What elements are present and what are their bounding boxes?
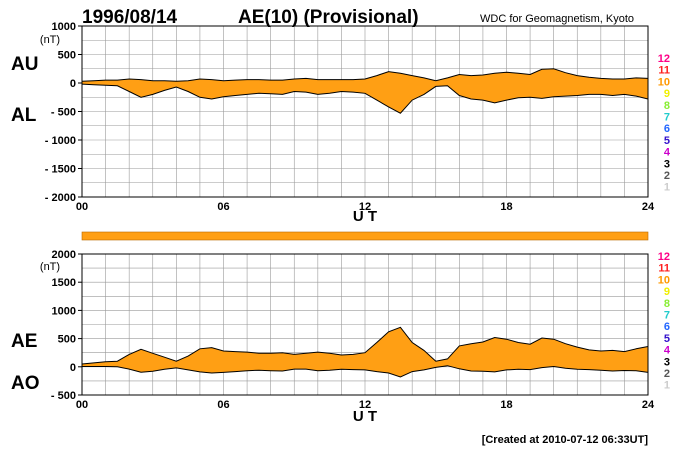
x-tick-label: 24 — [642, 201, 655, 213]
station-number-label: 4 — [664, 147, 671, 159]
station-number-label: 7 — [664, 112, 670, 124]
series-line-ao — [82, 365, 649, 378]
x-tick-label: 18 — [500, 399, 512, 411]
envelope-fill — [82, 68, 648, 114]
ae-ao-x-ticks: 00 06 12 18 24 — [76, 399, 655, 411]
au-al-grid — [82, 26, 648, 197]
au-al-x-ticks: 00 06 12 18 24 — [76, 201, 655, 213]
y-tick-label: 0 — [70, 78, 76, 90]
y-tick-label: 0 — [70, 362, 76, 374]
y-tick-label: 1000 — [52, 21, 76, 33]
y-tick-label: 2000 — [52, 249, 76, 261]
x-tick-label: 00 — [76, 201, 88, 213]
station-number-label: 2 — [664, 368, 670, 380]
y-tick-label: 1500 — [52, 277, 76, 289]
station-number-label: 3 — [664, 158, 670, 170]
series-line-al — [81, 83, 649, 114]
date-title: 1996/08/14 — [82, 7, 178, 28]
au-al-area — [81, 68, 649, 114]
station-number-label: 4 — [664, 345, 671, 357]
x-tick-label: 06 — [217, 399, 229, 411]
y-tick-label: - 1000 — [45, 135, 76, 147]
x-tick-label: 12 — [359, 201, 371, 213]
y-tick-label: - 2000 — [45, 192, 76, 204]
ae-ao-area — [81, 326, 649, 378]
au-al-y-ticks: 1000 500 0 - 500 - 1000 - 1500 - 2000 — [45, 21, 82, 204]
station-number-label: 5 — [664, 333, 670, 345]
station-number-label: 12 — [658, 251, 670, 263]
created-timestamp: [Created at 2010-07-12 06:33UT] — [482, 434, 649, 446]
station-number-label: 3 — [664, 356, 670, 368]
ae-ao-x-axis-label: U T — [353, 408, 377, 425]
y-tick-label: 1000 — [52, 305, 76, 317]
index-title: AE(10) (Provisional) — [238, 7, 419, 28]
station-number-label: 6 — [664, 321, 670, 333]
ae-series-label: AE — [11, 331, 37, 352]
ao-series-label: AO — [11, 373, 40, 394]
station-number-label: 9 — [664, 286, 670, 298]
station-number-label: 7 — [664, 310, 670, 322]
x-tick-label: 06 — [217, 201, 229, 213]
station-number-label: 9 — [664, 88, 670, 100]
station-number-label: 5 — [664, 135, 670, 147]
station-number-label: 1 — [664, 182, 670, 194]
source-label: WDC for Geomagnetism, Kyoto — [480, 13, 634, 25]
au-series-label: AU — [11, 54, 38, 75]
x-tick-label: 12 — [359, 399, 371, 411]
station-number-label: 8 — [664, 298, 670, 310]
au-al-x-axis-label: U T — [353, 208, 377, 225]
series-line-au — [81, 68, 649, 82]
ae-ao-unit-label: (nT) — [40, 261, 60, 273]
station-number-label: 11 — [658, 65, 670, 77]
station-number-label: 10 — [658, 76, 670, 88]
data-coverage-bar — [81, 231, 649, 241]
x-tick-label: 24 — [642, 399, 655, 411]
y-tick-label: - 1500 — [45, 164, 76, 176]
y-tick-label: 500 — [58, 50, 76, 62]
al-series-label: AL — [11, 105, 37, 126]
station-number-label: 8 — [664, 100, 670, 112]
x-tick-label: 18 — [500, 201, 512, 213]
envelope-fill — [82, 327, 648, 377]
au-al-unit-label: (nT) — [40, 34, 60, 46]
x-tick-label: 00 — [76, 399, 88, 411]
station-number-label: 6 — [664, 123, 670, 135]
y-tick-label: - 500 — [51, 107, 76, 119]
station-number-label: 10 — [658, 274, 670, 286]
ae-ao-y-ticks: 2000 1500 1000 500 0 - 500 — [51, 249, 82, 402]
ae-ao-grid — [82, 254, 648, 395]
station-number-label: 11 — [658, 263, 670, 275]
series-line-ae — [81, 326, 649, 365]
station-number-label: 12 — [658, 53, 670, 65]
station-number-label: 1 — [664, 380, 670, 392]
station-number-label: 2 — [664, 170, 670, 182]
y-tick-label: 500 — [58, 334, 76, 346]
y-tick-label: - 500 — [51, 390, 76, 402]
ae-ao-frame — [81, 253, 649, 396]
